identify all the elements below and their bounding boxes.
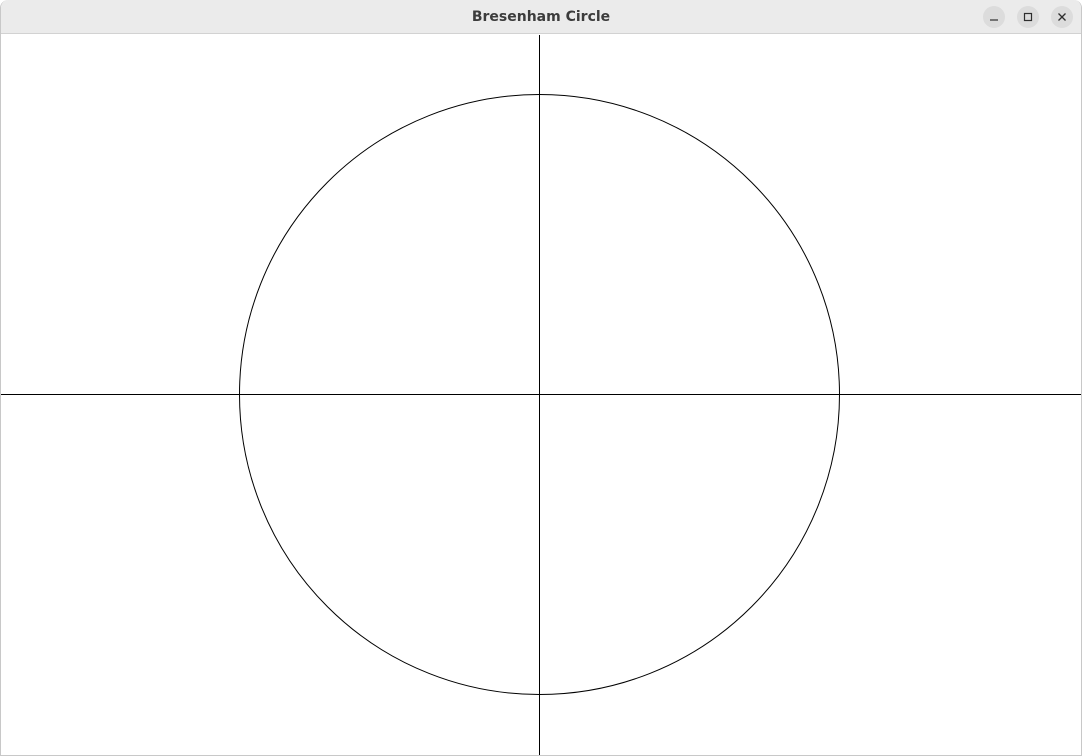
drawing-canvas[interactable] xyxy=(1,35,1081,755)
close-icon xyxy=(1058,13,1066,21)
window-title: Bresenham Circle xyxy=(471,9,611,25)
minimize-icon xyxy=(990,19,998,21)
title-bar[interactable]: Bresenham Circle xyxy=(1,0,1081,34)
bresenham-circle xyxy=(239,94,840,695)
canvas-svg xyxy=(1,35,1081,755)
minimize-button[interactable] xyxy=(983,6,1005,28)
maximize-icon xyxy=(1023,12,1033,22)
maximize-button[interactable] xyxy=(1017,6,1039,28)
close-button[interactable] xyxy=(1051,6,1073,28)
